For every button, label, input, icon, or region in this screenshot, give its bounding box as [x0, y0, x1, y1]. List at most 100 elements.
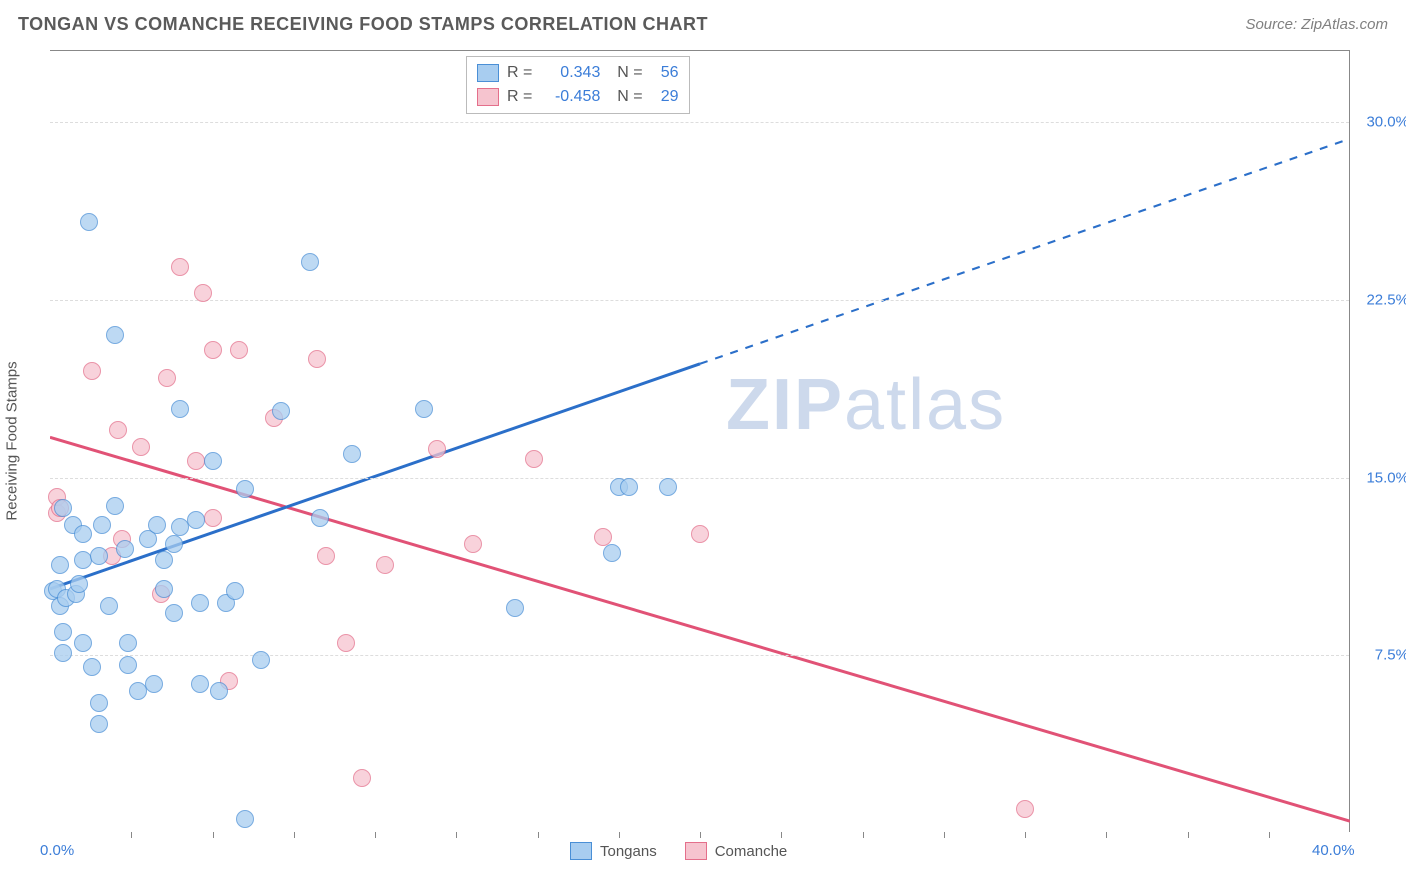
- y-axis-label: Receiving Food Stamps: [4, 361, 21, 520]
- scatter-point-tongans: [343, 445, 361, 463]
- scatter-point-comanche: [204, 341, 222, 359]
- scatter-point-tongans: [106, 326, 124, 344]
- x-tick: [1025, 832, 1026, 838]
- scatter-point-tongans: [165, 535, 183, 553]
- scatter-point-comanche: [109, 421, 127, 439]
- scatter-point-tongans: [74, 634, 92, 652]
- scatter-point-tongans: [93, 516, 111, 534]
- x-tick: [294, 832, 295, 838]
- scatter-point-comanche: [525, 450, 543, 468]
- scatter-point-comanche: [337, 634, 355, 652]
- x-tick: [863, 832, 864, 838]
- scatter-point-tongans: [506, 599, 524, 617]
- scatter-point-tongans: [252, 651, 270, 669]
- scatter-point-tongans: [90, 694, 108, 712]
- scatter-point-tongans: [100, 597, 118, 615]
- scatter-point-comanche: [204, 509, 222, 527]
- y-tick-label: 30.0%: [1354, 114, 1406, 131]
- scatter-point-tongans: [148, 516, 166, 534]
- gridline-h: [50, 300, 1349, 301]
- x-tick: [131, 832, 132, 838]
- x-tick: [700, 832, 701, 838]
- x-tick: [1269, 832, 1270, 838]
- stats-r-label: R =: [507, 61, 532, 85]
- stats-r-label: R =: [507, 85, 532, 109]
- scatter-point-tongans: [54, 623, 72, 641]
- chart-source: Source: ZipAtlas.com: [1245, 16, 1388, 33]
- scatter-point-tongans: [80, 213, 98, 231]
- y-tick-label: 7.5%: [1354, 647, 1406, 664]
- scatter-point-tongans: [603, 544, 621, 562]
- plot-area: ZIPatlas 7.5%15.0%22.5%30.0%: [50, 50, 1350, 832]
- scatter-point-tongans: [51, 556, 69, 574]
- scatter-point-tongans: [116, 540, 134, 558]
- scatter-point-tongans: [119, 656, 137, 674]
- scatter-point-comanche: [308, 350, 326, 368]
- scatter-point-tongans: [70, 575, 88, 593]
- scatter-point-comanche: [158, 369, 176, 387]
- stats-r-value: -0.458: [540, 85, 600, 109]
- legend-label: Comanche: [715, 843, 788, 860]
- gridline-h: [50, 122, 1349, 123]
- scatter-point-tongans: [165, 604, 183, 622]
- scatter-point-tongans: [620, 478, 638, 496]
- gridline-h: [50, 478, 1349, 479]
- scatter-point-comanche: [428, 440, 446, 458]
- legend-item: Tongans: [570, 842, 657, 860]
- scatter-point-tongans: [301, 253, 319, 271]
- x-tick: [1188, 832, 1189, 838]
- x-tick: [619, 832, 620, 838]
- scatter-point-tongans: [83, 658, 101, 676]
- scatter-point-tongans: [155, 551, 173, 569]
- stats-legend: R = 0.343 N = 56 R = -0.458 N = 29: [466, 56, 690, 114]
- scatter-point-comanche: [83, 362, 101, 380]
- scatter-point-tongans: [119, 634, 137, 652]
- legend-label: Tongans: [600, 843, 657, 860]
- scatter-point-tongans: [171, 400, 189, 418]
- stats-n-label: N =: [608, 61, 642, 85]
- chart-title: TONGAN VS COMANCHE RECEIVING FOOD STAMPS…: [18, 14, 708, 35]
- stats-n-value: 56: [651, 61, 679, 85]
- legend-swatch: [477, 88, 499, 106]
- watermark-rest: atlas: [844, 365, 1006, 445]
- scatter-point-comanche: [353, 769, 371, 787]
- stats-n-value: 29: [651, 85, 679, 109]
- scatter-point-comanche: [230, 341, 248, 359]
- scatter-point-tongans: [236, 480, 254, 498]
- scatter-point-comanche: [691, 525, 709, 543]
- x-tick: [944, 832, 945, 838]
- scatter-point-tongans: [204, 452, 222, 470]
- scatter-point-comanche: [132, 438, 150, 456]
- scatter-point-tongans: [236, 810, 254, 828]
- gridline-h: [50, 655, 1349, 656]
- x-tick: [538, 832, 539, 838]
- scatter-point-comanche: [1016, 800, 1034, 818]
- scatter-point-tongans: [90, 547, 108, 565]
- chart-header: TONGAN VS COMANCHE RECEIVING FOOD STAMPS…: [18, 14, 1388, 35]
- scatter-point-tongans: [145, 675, 163, 693]
- scatter-point-tongans: [191, 594, 209, 612]
- scatter-point-tongans: [210, 682, 228, 700]
- trendline: [700, 139, 1350, 364]
- trendlines-svg: [50, 51, 1350, 833]
- scatter-point-tongans: [659, 478, 677, 496]
- scatter-point-tongans: [54, 499, 72, 517]
- legend-swatch: [477, 64, 499, 82]
- bottom-legend: Tongans Comanche: [570, 842, 787, 860]
- stats-r-value: 0.343: [540, 61, 600, 85]
- scatter-point-tongans: [226, 582, 244, 600]
- scatter-point-tongans: [106, 497, 124, 515]
- scatter-point-tongans: [155, 580, 173, 598]
- scatter-point-tongans: [54, 644, 72, 662]
- x-tick: [375, 832, 376, 838]
- stats-n-label: N =: [608, 85, 642, 109]
- scatter-point-comanche: [594, 528, 612, 546]
- scatter-point-tongans: [191, 675, 209, 693]
- x-tick: [781, 832, 782, 838]
- scatter-point-comanche: [317, 547, 335, 565]
- y-tick-label: 22.5%: [1354, 291, 1406, 308]
- y-tick-label: 15.0%: [1354, 469, 1406, 486]
- legend-item: Comanche: [685, 842, 788, 860]
- scatter-point-tongans: [74, 525, 92, 543]
- scatter-point-comanche: [194, 284, 212, 302]
